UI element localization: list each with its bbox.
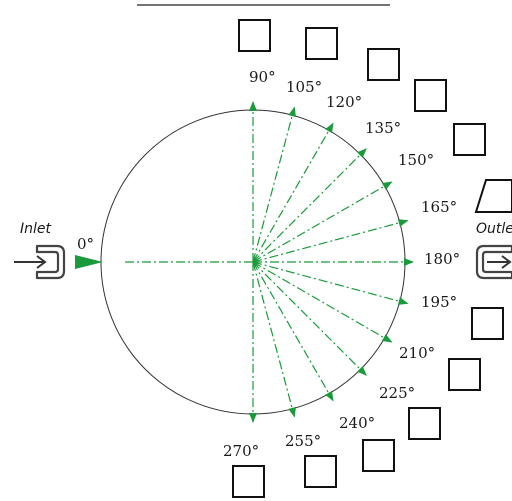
inlet-port[interactable]: Inlet xyxy=(14,221,66,280)
angle-ray xyxy=(252,261,367,376)
angle-ray xyxy=(252,261,334,402)
checkbox-icon[interactable] xyxy=(408,407,441,440)
angle-label: 180° xyxy=(424,250,460,268)
angle-label: 90° xyxy=(249,68,276,86)
outlet-port[interactable]: Outle xyxy=(475,221,512,280)
angle-label: 240° xyxy=(339,414,375,432)
angle-label: 150° xyxy=(398,151,434,169)
outlet-label: Outle xyxy=(476,221,512,237)
angle-label: 270° xyxy=(223,442,259,460)
angle-ray xyxy=(252,261,296,418)
angle-label: 120° xyxy=(326,93,362,111)
angle-label: 225° xyxy=(379,384,415,402)
checkbox-icon[interactable] xyxy=(232,465,265,498)
checkbox-icon[interactable] xyxy=(367,48,400,81)
checkbox-icon[interactable] xyxy=(474,179,512,213)
angle-ray xyxy=(252,261,409,305)
angle-label: 105° xyxy=(286,78,322,96)
checkbox-icon[interactable] xyxy=(448,358,481,391)
angle-labels: 0° 90° 105°120°135° 150° 165° 180° 195° 210° 225… xyxy=(77,68,460,460)
angle-ray xyxy=(252,148,367,263)
checkbox-icon[interactable] xyxy=(304,455,337,488)
arrow-right-icon xyxy=(14,255,47,269)
inlet-label: Inlet xyxy=(20,221,52,237)
checkbox-icon[interactable] xyxy=(362,439,395,472)
angle-ray xyxy=(252,106,296,263)
outlet-port-icon xyxy=(475,244,512,280)
angle-label: 210° xyxy=(399,344,435,362)
checkbox-icon[interactable] xyxy=(305,27,338,60)
angle-label: 0° xyxy=(77,235,94,253)
checkbox-icon[interactable] xyxy=(453,123,486,156)
checkbox-icon[interactable] xyxy=(238,19,271,52)
angle-label: 255° xyxy=(285,432,321,450)
angle-ray xyxy=(252,181,393,263)
angle-label: 165° xyxy=(421,198,457,216)
inlet-direction-marker xyxy=(75,255,103,269)
angle-checkboxes xyxy=(232,19,512,498)
checkbox-icon[interactable] xyxy=(414,79,447,112)
checkbox-icon[interactable] xyxy=(471,307,504,340)
angle-rays xyxy=(75,101,414,423)
angle-ray xyxy=(252,122,334,263)
angle-ray xyxy=(252,261,393,343)
arrow-right-icon xyxy=(487,255,512,269)
angle-ray xyxy=(252,219,409,263)
angle-label: 135° xyxy=(365,119,401,137)
inlet-port-icon xyxy=(35,244,66,280)
angle-label: 195° xyxy=(421,293,457,311)
